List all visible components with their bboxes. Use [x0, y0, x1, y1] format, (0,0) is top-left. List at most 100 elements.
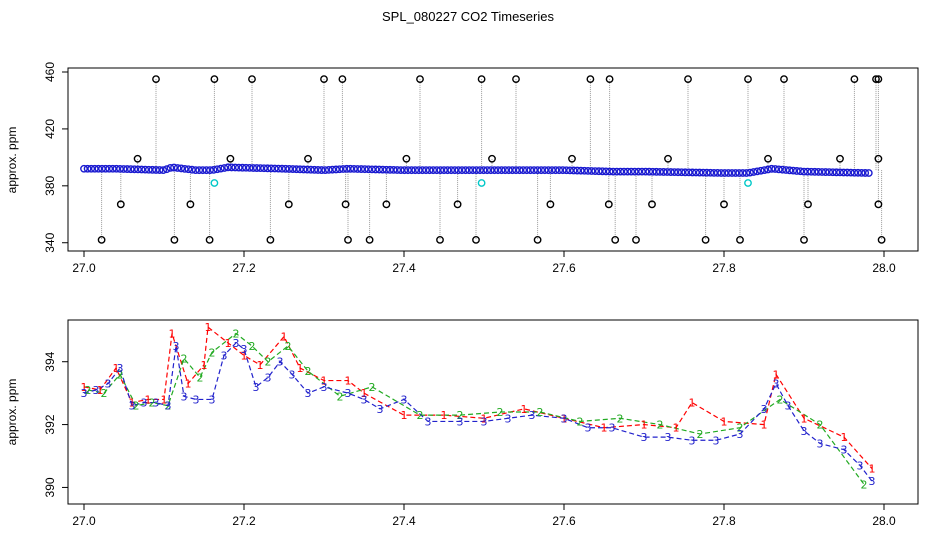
top-baseline-point — [440, 166, 448, 175]
top-baseline-point — [249, 164, 258, 172]
top-baseline-point — [638, 167, 646, 176]
bottom-point-series-3: 3 — [713, 434, 720, 447]
bottom-point-series-3: 3 — [761, 403, 768, 416]
top-baseline-point — [198, 166, 207, 175]
top-baseline-point — [573, 166, 582, 175]
bottom-point-series-3: 3 — [193, 393, 200, 406]
top-outlier-point — [436, 235, 444, 244]
top-outlier-point — [512, 75, 520, 84]
bottom-point-series-1: 1 — [201, 359, 208, 372]
top-baseline-point — [746, 168, 754, 177]
top-baseline-point — [252, 164, 261, 172]
bottom-point-series-1: 1 — [841, 431, 848, 444]
top-baseline-point — [206, 166, 214, 175]
top-baseline-point — [476, 166, 484, 175]
top-baseline-point — [857, 168, 866, 177]
top-outlier-point — [872, 75, 880, 84]
top-outlier-point — [604, 200, 613, 209]
bottom-point-series-3: 3 — [253, 381, 260, 394]
bottom-point-series-1: 1 — [113, 362, 120, 375]
top-baseline-point — [555, 166, 564, 175]
top-baseline-point — [188, 165, 196, 174]
top-baseline-point — [630, 167, 639, 176]
top-baseline-point — [753, 167, 762, 176]
top-outlier-point — [664, 154, 672, 163]
top-baseline-point — [213, 165, 222, 174]
top-outlier-point — [874, 75, 883, 84]
top-baseline-point — [141, 165, 150, 174]
bottom-series-line-3 — [83, 342, 873, 482]
top-x-tick-label: 27.0 — [72, 261, 96, 275]
top-baseline-point — [782, 166, 790, 174]
top-baseline-point — [429, 166, 438, 175]
top-baseline-point — [227, 163, 236, 172]
top-outlier-point — [877, 235, 886, 244]
bottom-point-series-2: 2 — [149, 397, 156, 410]
bottom-point-series-2: 2 — [577, 415, 584, 428]
top-baseline-point — [202, 166, 211, 175]
bottom-point-series-3: 3 — [609, 422, 616, 435]
top-baseline-point — [839, 168, 848, 177]
top-outlier-point — [402, 154, 411, 163]
bottom-point-series-3: 3 — [857, 459, 864, 472]
top-outlier-point — [648, 200, 656, 209]
top-outlier-point — [152, 75, 160, 84]
bottom-point-series-3: 3 — [173, 340, 180, 353]
bottom-point-series-3: 3 — [361, 393, 368, 406]
top-baseline-point — [850, 168, 859, 177]
top-y-tick-label: 420 — [43, 119, 57, 139]
top-outlier-point — [226, 154, 235, 163]
top-baseline-point — [566, 166, 574, 175]
top-baseline-point — [656, 167, 664, 176]
top-baseline-point — [281, 164, 290, 173]
bottom-point-series-1: 1 — [601, 422, 608, 435]
top-baseline-point — [764, 165, 772, 174]
bottom-x-tick-label: 27.2 — [232, 514, 256, 528]
bottom-point-series-1: 1 — [241, 349, 248, 362]
bottom-y-axis: 390 392 394 — [43, 351, 68, 497]
bottom-point-series-2: 2 — [817, 419, 824, 432]
bottom-point-series-2: 2 — [617, 412, 624, 425]
bottom-point-series-3: 3 — [129, 400, 136, 413]
top-baseline-point — [818, 168, 826, 176]
top-baseline-point — [864, 169, 873, 177]
top-baseline-point — [310, 165, 319, 174]
top-baseline-point — [670, 168, 679, 177]
top-baseline-point — [756, 166, 765, 175]
bottom-point-series-3: 3 — [641, 431, 648, 444]
top-baseline-point — [807, 167, 816, 176]
top-baseline-point — [148, 165, 157, 174]
top-baseline-point — [191, 166, 200, 175]
top-baseline-point — [342, 164, 351, 173]
top-outlier-point — [701, 235, 710, 244]
top-baseline-point — [634, 167, 643, 176]
top-baseline-point — [591, 167, 600, 175]
bottom-point-series-3: 3 — [869, 475, 876, 488]
top-baseline-point — [285, 165, 294, 173]
bottom-y-tick-label: 392 — [43, 414, 57, 434]
top-baseline-point — [602, 167, 610, 176]
top-baseline-point — [155, 166, 164, 174]
top-baseline-point — [83, 164, 92, 173]
top-baseline-point — [357, 165, 366, 173]
bottom-point-series-1: 1 — [345, 375, 352, 388]
top-baseline-point — [364, 165, 373, 174]
top-baseline-point — [375, 165, 384, 174]
figure-title: SPL_080227 CO2 Timeseries — [382, 9, 554, 24]
top-baseline-point — [623, 167, 632, 176]
bottom-point-series-2: 2 — [417, 409, 424, 422]
top-baseline-point — [720, 169, 729, 177]
top-cyan-point — [744, 179, 752, 187]
bottom-point-series-3: 3 — [117, 362, 124, 375]
top-baseline-point — [386, 165, 394, 174]
top-baseline-point — [317, 166, 326, 174]
top-baseline-point — [688, 168, 697, 177]
top-outlier-point — [736, 235, 744, 244]
top-baseline-point — [515, 166, 524, 175]
bottom-point-series-2: 2 — [209, 346, 216, 359]
top-baseline-point — [508, 166, 517, 175]
top-baseline-point — [242, 163, 250, 172]
top-baseline-point — [396, 166, 405, 174]
top-baseline-point — [785, 166, 794, 175]
bottom-x-tick-label: 28.0 — [872, 514, 896, 528]
